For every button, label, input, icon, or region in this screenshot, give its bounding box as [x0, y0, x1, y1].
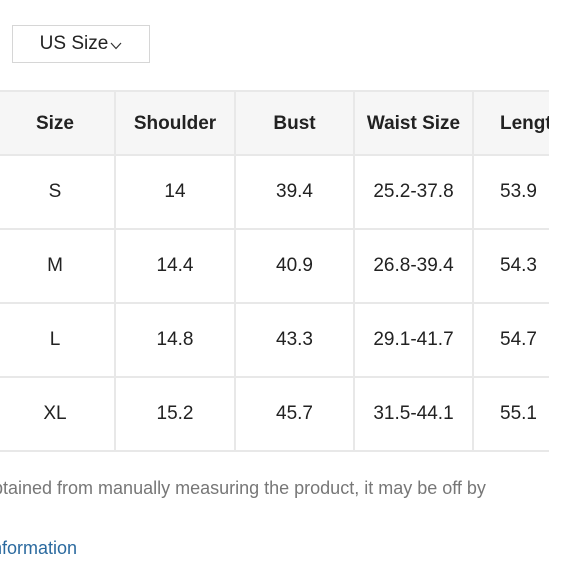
cell-waist-size: 29.1-41.7 — [353, 302, 474, 378]
column-header-bust: Bust — [234, 90, 355, 156]
cell-length: 53.9 — [472, 154, 549, 230]
cell-shoulder: 14 — [114, 154, 236, 230]
chevron-down-icon — [110, 34, 122, 56]
measurement-disclaimer-text: btained from manually measuring the prod… — [0, 478, 486, 498]
cell-size: L — [0, 302, 116, 378]
column-header-length: Length — [472, 90, 549, 156]
size-unit-dropdown[interactable]: US Size — [12, 25, 150, 63]
column-header-size: Size — [0, 90, 116, 156]
cell-size: S — [0, 154, 116, 230]
cell-waist-size: 26.8-39.4 — [353, 228, 474, 304]
table-row: M 14.4 40.9 26.8-39.4 54.3 — [0, 228, 549, 304]
size-unit-label: US Size — [39, 33, 109, 54]
table-row: XL 15.2 45.7 31.5-44.1 55.1 — [0, 376, 549, 452]
cell-waist-size: 25.2-37.8 — [353, 154, 474, 230]
table-header-row: Size Shoulder Bust Waist Size Length — [0, 90, 549, 156]
column-header-shoulder: Shoulder — [114, 90, 236, 156]
cell-shoulder: 15.2 — [114, 376, 236, 452]
cell-length: 54.7 — [472, 302, 549, 378]
size-information-link-text: nformation — [0, 538, 78, 558]
cell-waist-size: 31.5-44.1 — [353, 376, 474, 452]
cell-shoulder: 14.8 — [114, 302, 236, 378]
cell-bust: 39.4 — [234, 154, 355, 230]
cell-bust: 45.7 — [234, 376, 355, 452]
cell-shoulder: 14.4 — [114, 228, 236, 304]
column-header-waist-size: Waist Size — [353, 90, 474, 156]
table-row: L 14.8 43.3 29.1-41.7 54.7 — [0, 302, 549, 378]
cell-length: 55.1 — [472, 376, 549, 452]
size-information-link[interactable]: nformation — [0, 538, 200, 562]
measurement-disclaimer: btained from manually measuring the prod… — [0, 478, 580, 502]
table-row: S 14 39.4 25.2-37.8 53.9 — [0, 154, 549, 230]
cell-size: M — [0, 228, 116, 304]
cell-bust: 40.9 — [234, 228, 355, 304]
cell-bust: 43.3 — [234, 302, 355, 378]
size-chart-container: Size Shoulder Bust Waist Size Length S 1… — [0, 90, 549, 462]
cell-length: 54.3 — [472, 228, 549, 304]
size-chart-table: Size Shoulder Bust Waist Size Length S 1… — [0, 90, 549, 452]
cell-size: XL — [0, 376, 116, 452]
